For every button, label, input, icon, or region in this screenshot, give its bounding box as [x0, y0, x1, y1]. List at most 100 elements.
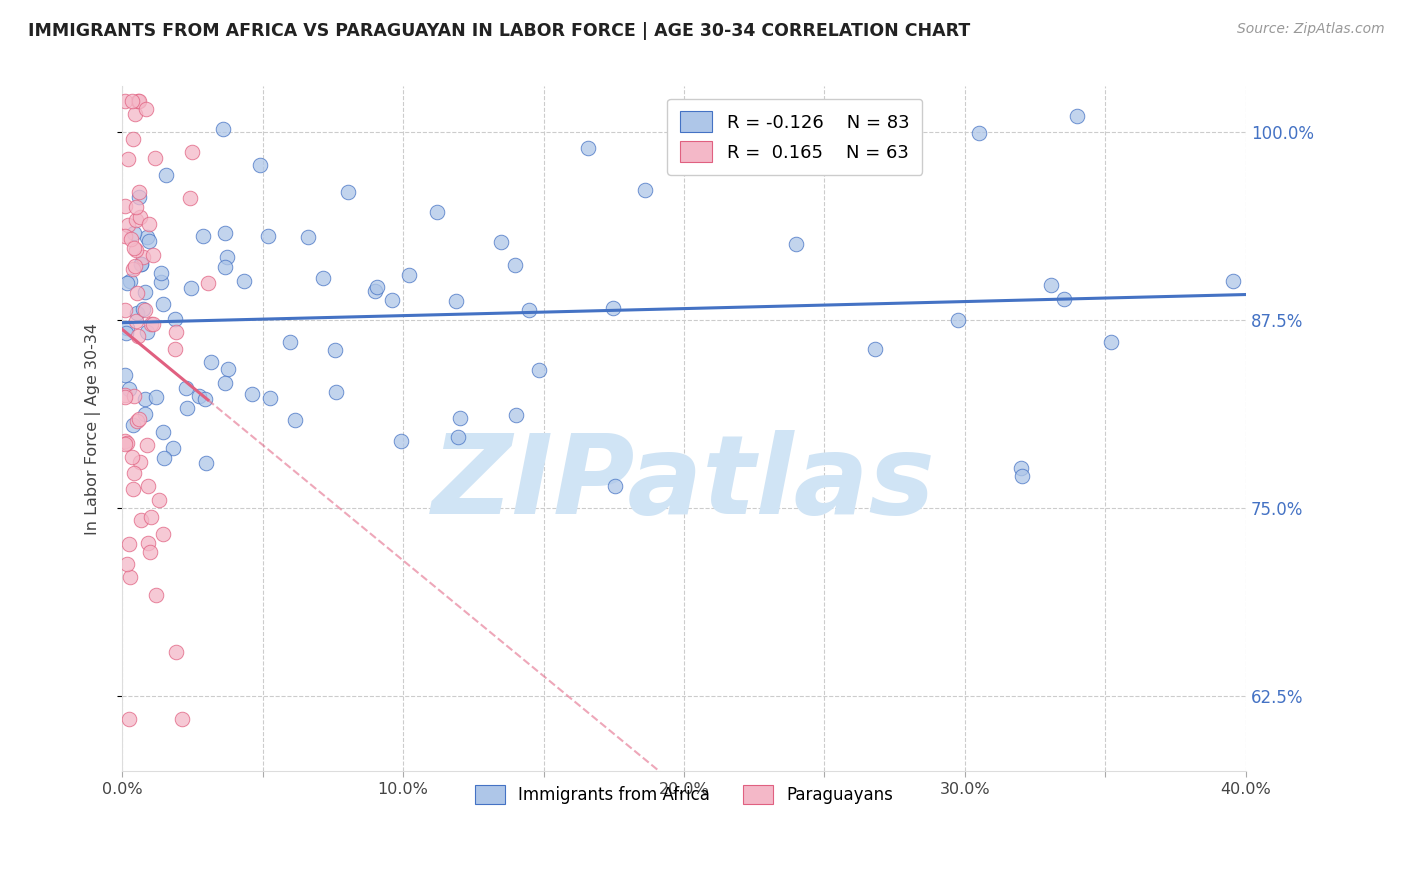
Point — [193, 229, 215, 244]
Text: Source: ZipAtlas.com: Source: ZipAtlas.com — [1237, 22, 1385, 37]
Point — [114, 368, 136, 383]
Point — [194, 456, 217, 470]
Point — [503, 258, 526, 272]
Point — [120, 232, 142, 246]
Point — [118, 712, 141, 726]
Point — [1222, 274, 1244, 288]
Point — [136, 536, 159, 550]
Point — [134, 285, 156, 300]
Point — [149, 276, 172, 290]
Point — [505, 409, 527, 423]
Point — [176, 401, 198, 416]
Point — [127, 286, 149, 301]
Point — [489, 235, 512, 250]
Point — [200, 355, 222, 369]
Point — [136, 325, 159, 339]
Point — [249, 158, 271, 172]
Point — [134, 407, 156, 421]
Point — [174, 381, 197, 395]
Point — [152, 425, 174, 439]
Point — [447, 430, 470, 444]
Point — [197, 277, 219, 291]
Point — [152, 527, 174, 541]
Point — [139, 317, 162, 331]
Point — [165, 342, 187, 356]
Point — [337, 185, 360, 199]
Point — [148, 492, 170, 507]
Point — [129, 513, 152, 527]
Point — [1011, 468, 1033, 483]
Point — [135, 102, 157, 116]
Point — [124, 107, 146, 121]
Point — [127, 95, 149, 109]
Point — [121, 450, 143, 465]
Point — [114, 199, 136, 213]
Point — [136, 479, 159, 493]
Point — [449, 411, 471, 425]
Point — [122, 466, 145, 480]
Point — [141, 248, 163, 262]
Point — [125, 243, 148, 257]
Point — [128, 454, 150, 468]
Point — [128, 412, 150, 426]
Point — [325, 384, 347, 399]
Point — [114, 303, 136, 318]
Legend: Immigrants from Africa, Paraguayans: Immigrants from Africa, Paraguayans — [464, 775, 903, 814]
Point — [128, 185, 150, 199]
Point — [446, 294, 468, 309]
Point — [257, 229, 280, 244]
Point — [149, 267, 172, 281]
Point — [127, 329, 149, 343]
Point — [118, 274, 141, 288]
Point — [135, 230, 157, 244]
Point — [259, 391, 281, 405]
Point — [122, 482, 145, 496]
Point — [284, 413, 307, 427]
Point — [122, 389, 145, 403]
Point — [143, 151, 166, 165]
Point — [325, 343, 347, 357]
Point — [240, 387, 263, 401]
Point — [634, 183, 657, 197]
Point — [145, 588, 167, 602]
Y-axis label: In Labor Force | Age 30-34: In Labor Force | Age 30-34 — [86, 323, 101, 535]
Point — [139, 510, 162, 524]
Point — [969, 126, 991, 140]
Point — [128, 190, 150, 204]
Point — [118, 536, 141, 550]
Point — [128, 95, 150, 109]
Point — [114, 390, 136, 404]
Point — [865, 342, 887, 356]
Point — [364, 284, 387, 298]
Point — [278, 334, 301, 349]
Point — [217, 361, 239, 376]
Point — [125, 306, 148, 320]
Point — [1040, 278, 1063, 293]
Point — [576, 141, 599, 155]
Point — [132, 301, 155, 316]
Point — [366, 280, 388, 294]
Point — [125, 200, 148, 214]
Point — [389, 434, 412, 448]
Point — [165, 644, 187, 658]
Point — [312, 270, 335, 285]
Point — [214, 227, 236, 241]
Point — [118, 570, 141, 584]
Point — [155, 168, 177, 182]
Point — [118, 382, 141, 396]
Point — [136, 438, 159, 452]
Point — [117, 276, 139, 290]
Point — [117, 436, 139, 450]
Point — [121, 131, 143, 145]
Point — [142, 317, 165, 331]
Point — [426, 204, 449, 219]
Point — [145, 390, 167, 404]
Point — [212, 122, 235, 136]
Point — [115, 326, 138, 341]
Point — [134, 392, 156, 406]
Point — [114, 437, 136, 451]
Point — [602, 301, 624, 315]
Point — [233, 274, 256, 288]
Point — [181, 145, 204, 159]
Point — [139, 545, 162, 559]
